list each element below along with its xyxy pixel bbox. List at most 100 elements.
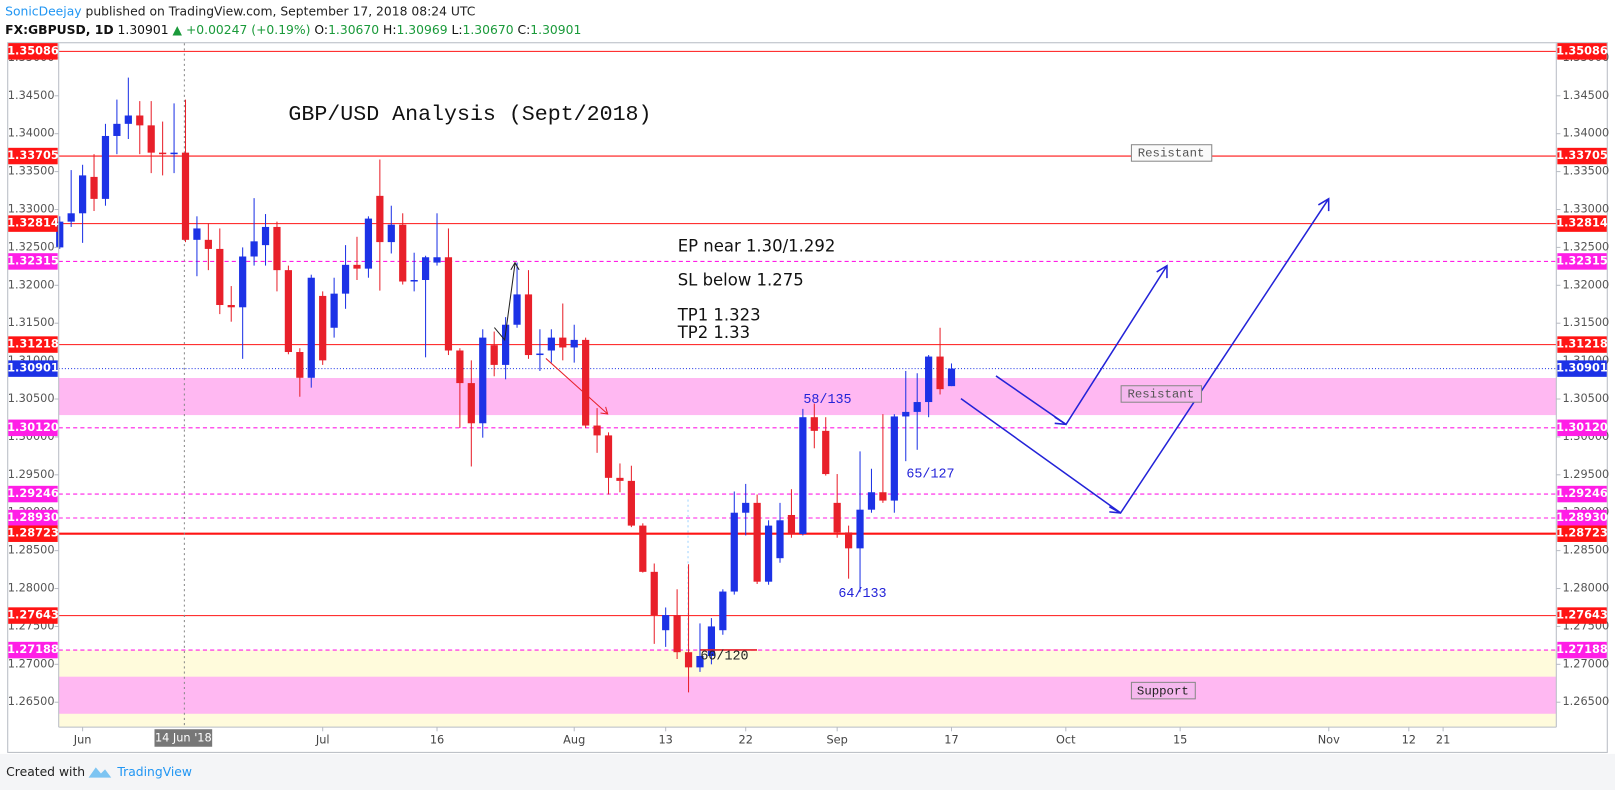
candle-body <box>467 383 475 424</box>
level-label: 1.35086 <box>7 43 59 57</box>
candle-body <box>90 176 98 199</box>
candle-body <box>593 425 601 436</box>
candle-body <box>78 175 87 214</box>
level-label-box <box>8 253 58 270</box>
x-tick-label: Aug <box>563 733 585 747</box>
zone-label: Support <box>1137 684 1189 698</box>
level-label: 1.28723 <box>1556 526 1608 540</box>
candle-body <box>444 257 453 351</box>
level-label-box <box>1557 360 1607 377</box>
level-label-box <box>1557 607 1607 624</box>
note: SL below 1.275 <box>678 271 804 290</box>
y-tick-label: 1.28500 <box>8 543 55 557</box>
candle-body <box>216 248 224 306</box>
candle-body <box>513 294 521 325</box>
candle-body <box>936 356 944 390</box>
y-tick-label: 1.30500 <box>1562 391 1609 405</box>
count-label: 65/127 <box>906 467 954 482</box>
candle-body <box>799 417 807 534</box>
candle-body <box>810 417 818 431</box>
candle-body <box>753 502 761 582</box>
level-label: 1.32315 <box>1556 253 1608 267</box>
y-tick-label: 1.28500 <box>1562 543 1609 557</box>
zone <box>58 676 1557 714</box>
candle-body <box>113 123 121 136</box>
chart-title: GBP/USD Analysis (Sept/2018) <box>288 103 651 127</box>
x-tick-label: 12 <box>1402 733 1416 747</box>
candle-body <box>776 520 784 559</box>
candle-body <box>925 356 933 403</box>
change: ▲ +0.00247 (+0.19%) <box>173 22 311 36</box>
candle-body <box>433 257 441 263</box>
level-label-box <box>8 215 58 232</box>
count-label: 64/133 <box>838 587 886 602</box>
x-tick-label: Nov <box>1318 733 1340 747</box>
level-label: 1.30120 <box>7 420 59 434</box>
y-tick-label: 1.33500 <box>1562 164 1609 178</box>
y-tick-label: 1.33000 <box>1562 202 1609 216</box>
y-tick-label: 1.33500 <box>8 164 55 178</box>
y-tick-label: 1.29500 <box>8 467 55 481</box>
level-label-box <box>8 147 58 165</box>
footer-brand[interactable]: TradingView <box>116 765 192 779</box>
candle-body <box>650 571 658 616</box>
level-label: 1.32814 <box>1556 216 1608 230</box>
note: TP2 1.33 <box>677 323 750 342</box>
candle-body <box>822 430 830 475</box>
level-label: 1.27643 <box>7 608 59 622</box>
candle-body <box>890 416 898 501</box>
logo[interactable] <box>88 767 112 778</box>
candle-body <box>101 135 110 199</box>
level-label-box <box>8 525 58 542</box>
candle-body <box>684 652 693 668</box>
level-label: 1.33705 <box>1556 148 1608 162</box>
x-tick-label: Oct <box>1056 733 1076 747</box>
level-label-box <box>1557 641 1607 659</box>
arrow-head <box>1108 506 1121 514</box>
candle-body <box>730 512 738 592</box>
note-box <box>1130 681 1196 700</box>
candle-body <box>399 224 407 282</box>
level-label-box <box>8 485 58 503</box>
y-tick-label: 1.33000 <box>8 202 55 216</box>
y-tick-label: 1.27000 <box>8 656 55 670</box>
candle-body <box>559 337 567 348</box>
candle-body <box>319 295 327 361</box>
candle-body <box>456 350 464 384</box>
last-price: 1.30901 <box>118 22 169 36</box>
candle-body <box>524 294 533 356</box>
candle-body <box>136 115 144 126</box>
candle-body <box>273 226 281 271</box>
candle-body <box>582 339 590 426</box>
y-tick-label: 1.32000 <box>8 277 55 291</box>
note: TP1 1.323 <box>677 306 761 325</box>
candle-body <box>261 226 270 246</box>
candle-body <box>67 213 75 222</box>
level-label-box <box>1557 336 1607 353</box>
level-label-box <box>1557 525 1607 542</box>
symbol: FX:GBPUSD, 1D <box>5 22 113 36</box>
note-box <box>1120 385 1202 403</box>
candle-body <box>124 115 132 124</box>
candle-body <box>239 256 247 308</box>
candle-body <box>639 525 647 572</box>
level-labels: 1.35086 1.35086 1.33705 1.33705 1.32814 1.328… <box>7 43 1608 659</box>
y-tick-label: 1.32000 <box>1562 277 1609 291</box>
candle-body <box>250 241 258 257</box>
candle-body <box>947 368 956 387</box>
level-label: 1.30901 <box>7 361 59 375</box>
candle-body <box>536 353 544 356</box>
level-label-box <box>1557 253 1607 270</box>
x-tick-label: 16 <box>430 733 444 747</box>
candle-body <box>570 339 578 348</box>
published: published on TradingView.com, September … <box>86 4 476 18</box>
arrow-head <box>600 406 609 415</box>
ohlc-value: 1.30969 <box>397 22 448 36</box>
candle-body <box>341 264 350 294</box>
candle-body <box>867 492 876 510</box>
level-label: 1.35086 <box>1556 43 1608 57</box>
level-label: 1.30120 <box>1556 420 1608 434</box>
footer-bg <box>0 753 1615 790</box>
